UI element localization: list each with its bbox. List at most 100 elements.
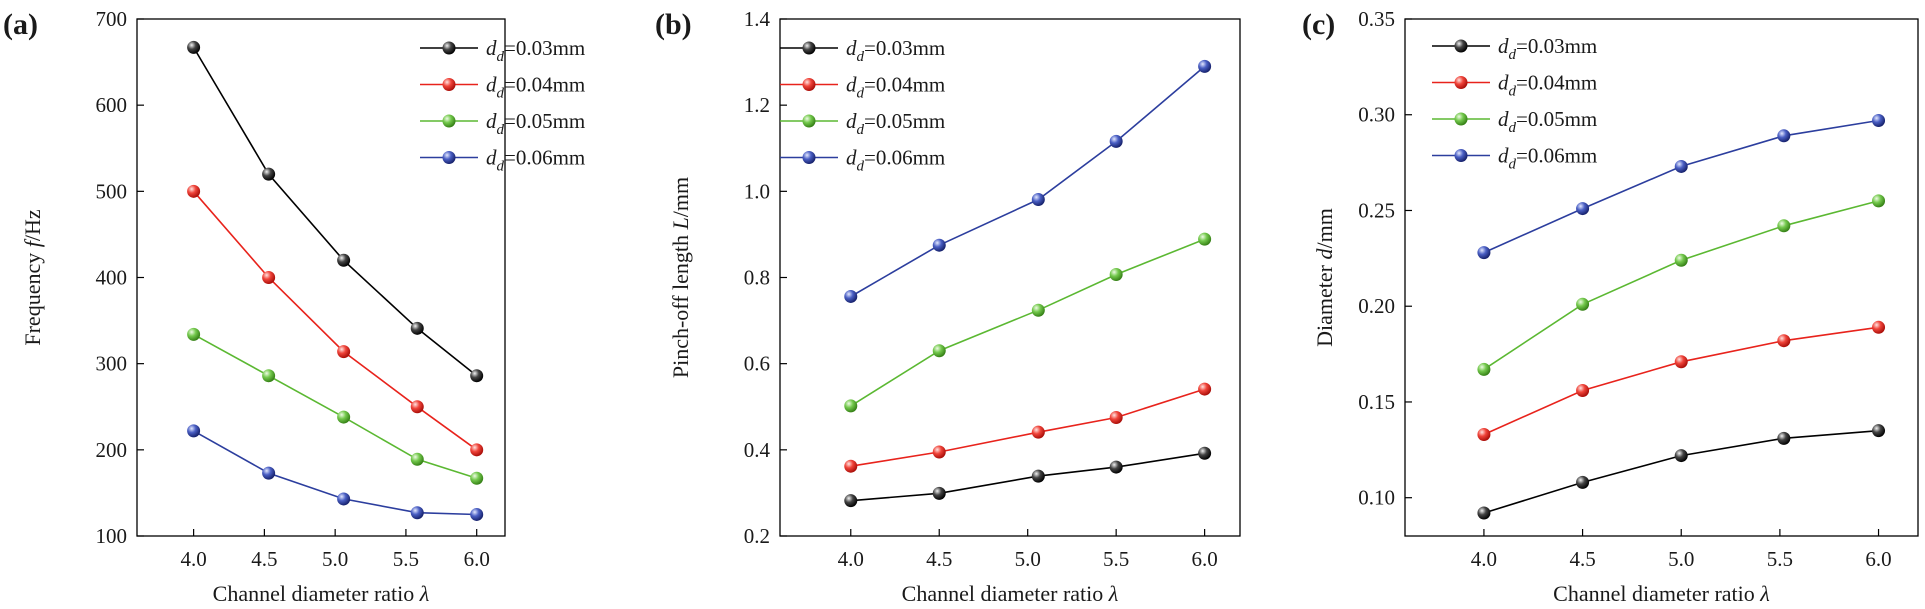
- data-point: [470, 443, 484, 457]
- y-tick-label: 1.4: [744, 7, 771, 31]
- y-tick-label: 1.2: [744, 93, 770, 117]
- data-point: [1198, 446, 1212, 460]
- y-tick-label: 700: [96, 7, 128, 31]
- panel-label: (b): [655, 8, 692, 41]
- legend-label: dd=0.03mm: [846, 36, 945, 65]
- x-tick-label: 6.0: [1865, 547, 1891, 571]
- data-point: [410, 506, 424, 520]
- data-point: [1576, 383, 1590, 397]
- data-point: [410, 452, 424, 466]
- data-point: [844, 289, 858, 303]
- x-tick-label: 6.0: [1191, 547, 1217, 571]
- data-point: [844, 399, 858, 413]
- series-line-3: [850, 238, 1205, 407]
- chart-panel-2: 4.0 4.5 5.0 5.5 6.0 0.2 0.4 0.6 0.8 1.0 1.2 1.4 Chan…: [655, 7, 1241, 606]
- data-point: [262, 167, 276, 181]
- x-tick-label: 5.5: [1767, 547, 1793, 571]
- data-point: [932, 486, 946, 500]
- legend-marker: [1454, 76, 1468, 89]
- data-point: [1777, 334, 1791, 348]
- data-point: [1872, 320, 1886, 334]
- x-tick-label: 4.5: [1569, 547, 1595, 571]
- legend-label: dd=0.05mm: [846, 109, 945, 138]
- x-tick-label: 5.5: [393, 547, 419, 571]
- legend-label: dd=0.03mm: [1498, 34, 1597, 63]
- y-axis-title: Pinch-off length L/mm: [668, 177, 693, 378]
- x-tick-label: 4.0: [180, 547, 206, 571]
- data-point: [1198, 382, 1212, 396]
- series-line-2: [850, 388, 1205, 467]
- plot-frame: [136, 18, 506, 537]
- series-line-2: [192, 190, 478, 451]
- legend-label: dd=0.06mm: [486, 146, 585, 175]
- data-point: [1477, 362, 1491, 376]
- series-line-1: [192, 46, 478, 377]
- data-point: [1674, 253, 1688, 267]
- series-line-4: [193, 430, 477, 516]
- data-point: [1777, 431, 1791, 445]
- y-tick-label: 0.4: [744, 438, 771, 462]
- data-point: [187, 40, 201, 54]
- series-line-4: [850, 65, 1206, 298]
- data-point: [1777, 129, 1791, 143]
- data-point: [1031, 303, 1045, 317]
- data-point: [1576, 297, 1590, 311]
- data-point: [337, 410, 351, 424]
- data-point: [1109, 411, 1123, 425]
- data-point: [262, 271, 276, 284]
- data-point: [187, 424, 201, 438]
- data-point: [187, 327, 201, 341]
- legend-label: dd=0.04mm: [1498, 71, 1597, 100]
- data-point: [1109, 460, 1123, 474]
- data-point: [337, 253, 351, 267]
- data-point: [844, 459, 858, 473]
- data-point: [470, 507, 484, 521]
- y-tick-label: 1.0: [744, 179, 770, 203]
- data-point: [1198, 59, 1212, 73]
- y-axis-title: Diameter d/mm: [1312, 208, 1337, 347]
- legend-label: dd=0.04mm: [846, 73, 945, 102]
- legend-marker: [1454, 39, 1468, 53]
- data-point: [1576, 475, 1590, 489]
- data-point: [410, 400, 424, 414]
- data-point: [1576, 202, 1590, 216]
- y-tick-label: 0.15: [1358, 390, 1395, 414]
- x-axis-title: Channel diameter ratio λ: [213, 581, 430, 606]
- legend-marker: [802, 41, 816, 55]
- data-point: [1477, 428, 1491, 442]
- legend-marker: [802, 151, 816, 164]
- data-point: [844, 494, 858, 508]
- legend-marker: [802, 78, 816, 91]
- data-point: [1674, 449, 1688, 463]
- y-tick-label: 400: [96, 266, 128, 290]
- data-point: [932, 238, 946, 252]
- chart-panel-3: 4.0 4.5 5.0 5.5 6.0 0.10 0.15 0.20 0.25 0.30 0.35 C…: [1302, 7, 1919, 606]
- data-point: [1872, 194, 1886, 208]
- data-point: [1031, 193, 1045, 207]
- legend-marker: [1454, 112, 1468, 126]
- data-point: [262, 466, 276, 480]
- y-tick-label: 0.35: [1358, 7, 1395, 31]
- series-line-1: [850, 452, 1205, 502]
- x-tick-label: 4.5: [926, 547, 952, 571]
- y-tick-label: 0.30: [1358, 103, 1395, 127]
- legend-label: dd=0.05mm: [1498, 107, 1597, 136]
- plot-frame: [1404, 18, 1919, 537]
- legend-label: dd=0.06mm: [846, 146, 945, 175]
- legend-marker: [442, 151, 456, 164]
- series-line-1: [1483, 429, 1879, 514]
- series-line-2: [1483, 326, 1879, 436]
- x-tick-label: 5.0: [1668, 547, 1694, 571]
- y-tick-label: 100: [96, 524, 128, 548]
- x-tick-label: 4.5: [251, 547, 277, 571]
- legend-label: dd=0.06mm: [1498, 144, 1597, 173]
- data-point: [1872, 424, 1886, 438]
- data-point: [1109, 134, 1123, 148]
- data-point: [1777, 219, 1791, 233]
- y-tick-label: 300: [96, 352, 128, 376]
- legend: dd=0.03mm dd=0.04mm dd=0.05mm dd=0.06mm: [1432, 34, 1597, 173]
- data-point: [1872, 113, 1886, 127]
- data-point: [1198, 232, 1212, 246]
- chart-panel-1: 4.0 4.5 5.0 5.5 6.0 100 200 300 400 500 600 700 Chan…: [3, 7, 585, 606]
